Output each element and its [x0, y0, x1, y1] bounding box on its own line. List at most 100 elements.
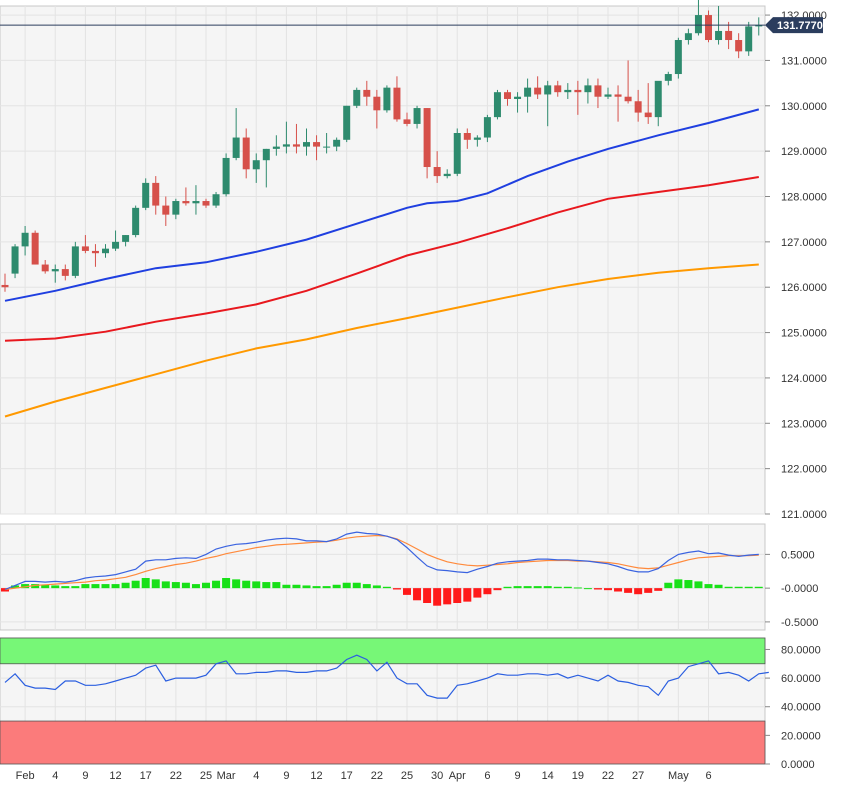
candle-body: [634, 101, 642, 113]
candle-body: [514, 96, 522, 99]
candle-body: [725, 30, 733, 41]
candle-body: [715, 30, 723, 41]
candle-body: [333, 139, 341, 147]
rsi-tick-label: 60.0000: [781, 673, 821, 685]
price-tick-label: 121.0000: [781, 509, 827, 521]
candle-body: [443, 173, 451, 177]
x-axis-label: 6: [484, 770, 490, 782]
macd-histogram-bar: [51, 585, 60, 589]
x-axis-label: 17: [341, 770, 353, 782]
price-tick-label: 128.0000: [781, 192, 827, 204]
candle-body: [423, 108, 431, 168]
candle-body: [493, 92, 501, 118]
macd-histogram-bar: [31, 584, 40, 589]
x-axis-label: 25: [200, 770, 212, 782]
candle-body: [755, 25, 763, 27]
macd-line: [4, 531, 759, 591]
macd-histogram-bar: [654, 588, 663, 591]
candle-body: [152, 182, 160, 206]
candle-body: [353, 89, 361, 106]
candle-body: [122, 235, 130, 242]
macd-histogram-bar: [242, 580, 251, 589]
macd-histogram-bar: [252, 581, 261, 589]
macd-histogram-bar: [513, 586, 522, 589]
candle-body: [21, 232, 29, 247]
last-price-label: 131.7770: [777, 20, 823, 32]
candle-body: [91, 250, 99, 254]
macd-histogram-bar: [292, 584, 301, 589]
macd-histogram-bar: [71, 586, 80, 589]
candle-body: [745, 26, 753, 52]
candle-body: [41, 264, 49, 272]
macd-histogram-bar: [141, 578, 150, 589]
candle-body: [112, 241, 120, 249]
rsi-tick-label: 80.0000: [781, 644, 821, 656]
macd-histogram-bar: [61, 586, 70, 589]
candle-body: [102, 248, 109, 254]
macd-histogram-bar: [232, 579, 241, 589]
macd-panel: [0, 523, 766, 631]
macd-histogram-bar: [382, 586, 391, 589]
candle-body: [473, 137, 481, 140]
macd-histogram-bar: [262, 582, 271, 589]
macd-histogram-bar: [121, 582, 130, 589]
candle-body: [604, 94, 612, 97]
sma-red-line: [4, 176, 759, 342]
macd-histogram-bar: [111, 584, 120, 589]
macd-histogram-bar: [724, 586, 733, 589]
macd-histogram-bar: [282, 584, 291, 589]
candle-body: [594, 85, 602, 97]
price-tick-label: 122.0000: [781, 464, 827, 476]
macd-tick-label: -0.0000: [781, 583, 818, 595]
candle-body: [664, 74, 672, 81]
candle-body: [694, 15, 702, 34]
price-tick-label: 129.0000: [781, 146, 827, 158]
macd-histogram-bar: [583, 588, 592, 590]
macd-histogram-bar: [372, 585, 381, 589]
macd-histogram-bar: [453, 588, 462, 603]
candle-body: [403, 119, 411, 124]
candle-body: [644, 112, 652, 118]
x-axis-label: 22: [170, 770, 182, 782]
macd-histogram-bar: [362, 584, 371, 589]
macd-histogram-bar: [483, 588, 492, 595]
macd-histogram-bar: [573, 587, 582, 589]
candle-body: [282, 144, 290, 147]
macd-histogram-bar: [433, 588, 442, 606]
macd-histogram-bar: [272, 582, 281, 589]
macd-histogram-bar: [131, 580, 140, 589]
macd-histogram-bar: [312, 586, 321, 589]
x-axis-label: 19: [572, 770, 584, 782]
macd-histogram-bar: [704, 584, 713, 589]
candle-body: [574, 89, 582, 93]
candle-body: [453, 133, 461, 174]
candle-body: [182, 201, 190, 204]
candle-body: [463, 133, 471, 140]
macd-histogram-bar: [624, 588, 633, 593]
candle-body: [162, 205, 170, 215]
macd-histogram-bar: [403, 588, 411, 595]
macd-histogram-bar: [664, 582, 673, 589]
rsi-overbought-zone: [0, 637, 766, 665]
macd-histogram-bar: [443, 588, 452, 605]
macd-histogram-bar: [91, 584, 100, 589]
candle-body: [272, 146, 280, 149]
candle-body: [554, 85, 562, 93]
candle-body: [172, 201, 180, 215]
macd-histogram-bar: [754, 586, 763, 589]
candle-body: [705, 15, 712, 41]
x-axis-label: 27: [632, 770, 644, 782]
x-axis-label: 6: [705, 770, 711, 782]
candle-body: [81, 246, 89, 251]
macd-histogram-bar: [151, 579, 160, 589]
candle-body: [1, 284, 9, 288]
sma-blue-line: [4, 108, 760, 302]
x-axis-label: 22: [602, 770, 614, 782]
x-axis-label: 9: [514, 770, 520, 782]
macd-histogram-bar: [352, 582, 361, 589]
macd-histogram-bar: [191, 584, 200, 589]
candle-body: [544, 85, 552, 95]
macd-histogram-bar: [322, 586, 331, 589]
macd-histogram-bar: [392, 588, 401, 590]
macd-histogram-bar: [684, 580, 693, 589]
